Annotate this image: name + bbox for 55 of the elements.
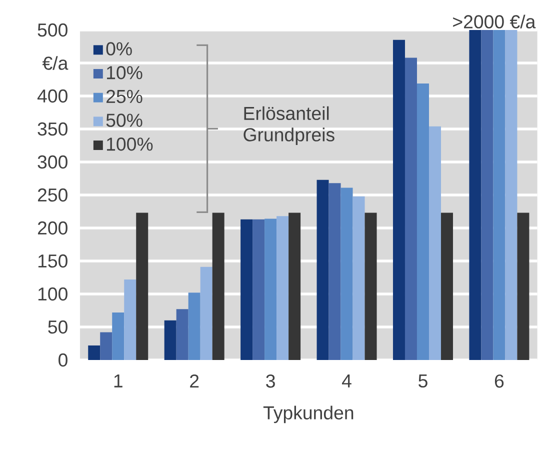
bar: [440, 212, 453, 360]
x-tick-label: 6: [494, 374, 504, 388]
legend-label: 100%: [106, 138, 153, 151]
y-tick-label: 500: [38, 23, 68, 37]
bar: [404, 58, 417, 360]
bar: [517, 212, 530, 360]
legend-label: 10%: [106, 66, 142, 80]
x-tick-label: 3: [266, 374, 275, 388]
y-tick-label: 100: [38, 287, 68, 301]
bar: [212, 212, 224, 360]
bar: [164, 320, 176, 360]
bar: [240, 219, 253, 360]
bar: [176, 309, 188, 360]
bar: [100, 332, 112, 360]
y-tick-label: 400: [37, 89, 68, 103]
bar: [328, 183, 341, 360]
bar: [352, 196, 365, 360]
x-tick-label: 2: [190, 374, 199, 388]
bar: [428, 126, 441, 360]
bar: [88, 345, 100, 360]
y-axis-title: €/a: [42, 56, 68, 70]
y-tick-label: 150: [38, 254, 68, 268]
y-tick-label: 250: [38, 188, 68, 202]
bar: [481, 30, 494, 360]
y-tick-label: 200: [38, 221, 68, 235]
x-tick-label: 5: [418, 374, 428, 388]
bar: [469, 30, 482, 360]
legend-label: 0%: [106, 42, 132, 56]
bar: [124, 279, 136, 360]
y-tick-label: 350: [38, 122, 68, 136]
bar: [188, 292, 200, 360]
bar: [288, 212, 301, 360]
x-tick-label: 1: [114, 374, 122, 388]
bar: [276, 216, 289, 360]
y-tick-label: 50: [48, 320, 68, 334]
bar: [364, 212, 377, 360]
bar: [264, 218, 277, 360]
bar: [493, 30, 506, 360]
legend-label: 50%: [106, 114, 142, 127]
bar: [136, 212, 148, 360]
x-tick-label: 4: [342, 374, 352, 388]
bar: [316, 180, 329, 360]
bar: [392, 40, 405, 360]
bar: [340, 188, 353, 360]
annotation: >2000 €/a: [453, 14, 536, 28]
legend-label: 25%: [106, 90, 142, 104]
bar: [200, 266, 212, 360]
bar: [416, 83, 429, 360]
x-axis-title: Typkunden: [263, 406, 354, 424]
bar: [112, 312, 124, 360]
y-tick-label: 0: [58, 353, 68, 367]
legend-title: Erlösanteil Grundpreis: [244, 106, 334, 146]
y-tick-label: 300: [38, 155, 68, 169]
bar: [252, 219, 265, 360]
bar: [505, 30, 518, 360]
